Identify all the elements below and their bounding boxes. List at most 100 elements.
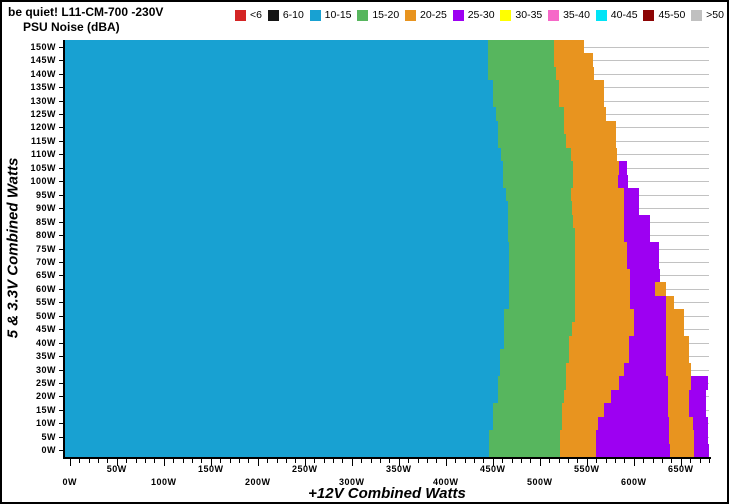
y-tick-label: 45W xyxy=(35,324,56,335)
y-tick-label: 70W xyxy=(35,256,56,267)
heatmap-segment xyxy=(562,416,599,431)
x-tick-major xyxy=(116,459,118,466)
x-tick-minor xyxy=(220,459,222,463)
heatmap-segment xyxy=(570,187,625,202)
heatmap-segment xyxy=(489,443,560,458)
heatmap-segment xyxy=(65,187,506,202)
x-tick-minor xyxy=(690,459,692,463)
heatmap-segment xyxy=(665,295,675,310)
heatmap-segment xyxy=(553,40,584,54)
y-tick xyxy=(59,60,63,62)
y-tick xyxy=(59,436,63,438)
legend-item: 15-20 xyxy=(357,9,399,21)
y-tick-label: 110W xyxy=(30,149,56,160)
x-tick-label: 550W xyxy=(574,464,600,474)
x-tick-label: 250W xyxy=(291,464,318,474)
legend-item: 45-50 xyxy=(643,9,685,21)
legend-item: 30-35 xyxy=(500,9,542,21)
y-tick-label: 150W xyxy=(30,41,56,52)
y-tick xyxy=(59,302,63,304)
heatmap-segment xyxy=(492,80,559,95)
y-tick xyxy=(59,113,63,115)
x-tick-minor xyxy=(323,459,325,463)
x-tick-minor xyxy=(88,459,90,463)
y-tick xyxy=(59,167,63,169)
x-tick-minor xyxy=(79,459,81,463)
chart-title-block: be quiet! L11-CM-700 -230V PSU Noise (dB… xyxy=(8,5,163,35)
heatmap-segment xyxy=(553,53,594,68)
heatmap-segment xyxy=(665,309,684,323)
heatmap-segment xyxy=(693,443,709,458)
heatmap-segment xyxy=(627,255,660,270)
heatmap-segment xyxy=(508,295,575,310)
x-tick-minor xyxy=(436,459,438,463)
heatmap-segment xyxy=(507,228,575,243)
y-tick-label: 125W xyxy=(30,108,56,119)
x-tick-minor xyxy=(455,459,457,463)
heatmap-segment xyxy=(65,268,509,283)
legend-item: >50 xyxy=(691,9,724,21)
x-tick-minor xyxy=(596,459,598,463)
y-tick xyxy=(59,194,63,196)
heatmap-segment xyxy=(630,295,666,310)
heatmap-segment xyxy=(65,214,508,229)
heatmap-segment xyxy=(574,255,628,270)
heatmap-segment xyxy=(555,66,595,81)
heatmap-segment xyxy=(574,295,631,310)
heatmap-segment xyxy=(571,322,634,337)
heatmap-segment xyxy=(65,134,499,149)
legend-label: 45-50 xyxy=(658,9,686,21)
heatmap-segment xyxy=(65,201,508,216)
heatmap-segment xyxy=(665,349,690,364)
heatmap-segment xyxy=(667,376,692,391)
x-tick-minor xyxy=(135,459,137,463)
heatmap-segment xyxy=(65,174,504,189)
heatmap-segment xyxy=(572,174,618,189)
heatmap-segment xyxy=(618,376,668,391)
heatmap-segment xyxy=(665,322,684,337)
x-tick-minor xyxy=(624,459,626,463)
legend-label: >50 xyxy=(706,9,724,21)
x-tick-minor xyxy=(191,459,193,463)
heatmap-segment xyxy=(503,174,573,189)
x-tick-label: 450W xyxy=(480,464,506,474)
x-tick-major xyxy=(445,459,447,466)
x-tick-label: 500W xyxy=(527,477,553,487)
x-tick-label: 200W xyxy=(244,477,271,487)
heatmap-segment xyxy=(488,40,554,54)
x-tick-minor xyxy=(314,459,316,463)
heatmap-segment xyxy=(495,107,565,122)
heatmap-segment xyxy=(488,66,556,81)
legend-label: 6-10 xyxy=(282,9,304,21)
heatmap-segment xyxy=(624,362,666,377)
heatmap-segment xyxy=(65,147,502,162)
heatmap-segment xyxy=(570,147,617,162)
heatmap-segment xyxy=(572,214,625,229)
x-axis-labels: 0W 50W 100W 150W 200W 250W 300W 350W 400W 450W 500… xyxy=(62,457,709,493)
legend-item: 10-15 xyxy=(309,9,352,21)
heatmap-segment xyxy=(633,309,666,323)
x-tick-major xyxy=(210,459,212,466)
heatmap-segment xyxy=(571,201,625,216)
y-tick xyxy=(59,356,63,358)
x-tick-major xyxy=(492,459,494,466)
heatmap-segment xyxy=(566,134,616,149)
heatmap-segment xyxy=(633,322,666,337)
x-tick-minor xyxy=(267,459,269,463)
heatmap-segment xyxy=(568,335,630,350)
heatmap-segment xyxy=(508,268,575,283)
x-tick-minor xyxy=(173,459,175,463)
x-tick-minor xyxy=(285,459,287,463)
heatmap-segment xyxy=(568,349,630,364)
y-tick xyxy=(59,154,63,156)
x-tick-minor xyxy=(126,459,128,463)
heatmap-segment xyxy=(65,53,489,68)
y-tick xyxy=(59,100,63,102)
x-axis-line xyxy=(63,457,711,459)
x-tick-minor xyxy=(643,459,645,463)
heatmap-segment xyxy=(624,201,640,216)
heatmap-segment xyxy=(572,161,619,175)
y-tick-label: 0W xyxy=(41,445,56,456)
y-tick xyxy=(59,127,63,129)
x-tick-minor xyxy=(473,459,475,463)
